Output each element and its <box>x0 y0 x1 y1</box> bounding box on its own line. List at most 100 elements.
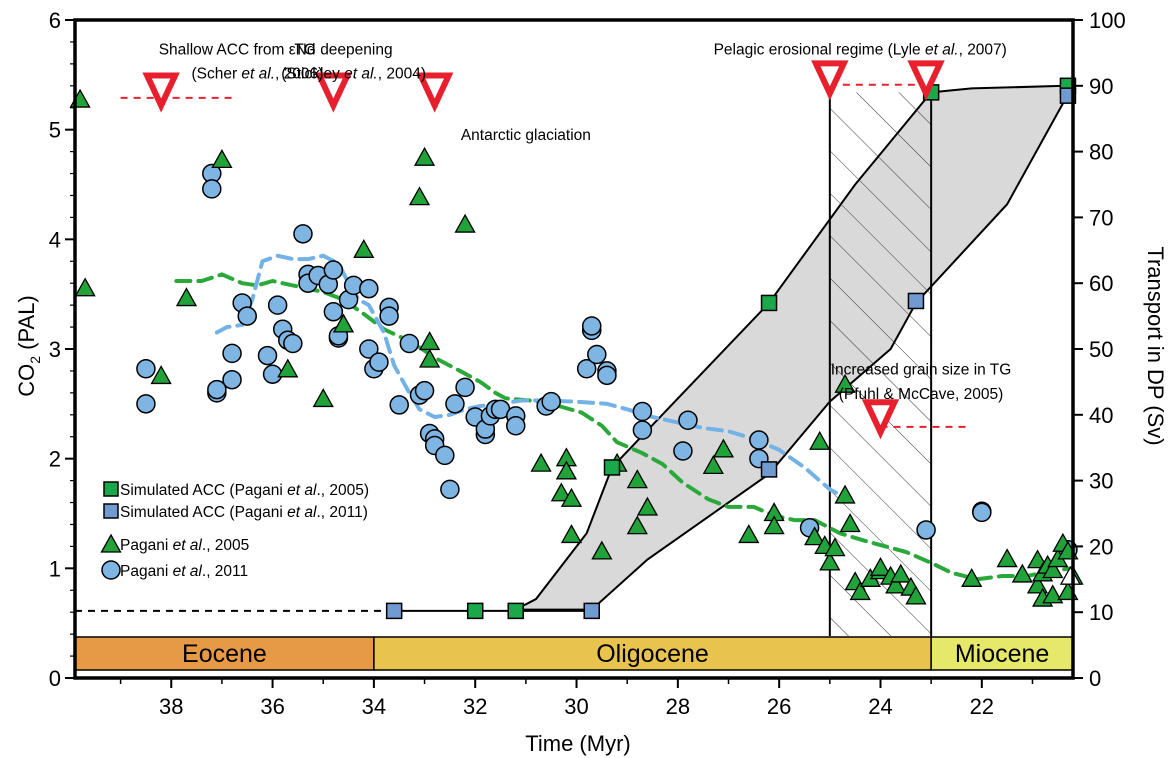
data-point-pagani-2005 <box>312 388 334 408</box>
annotation-text: Shallow ACC from εNd <box>159 42 316 59</box>
legend-label-part: ., 2011 <box>202 563 248 580</box>
data-point-pagani-2011 <box>440 479 460 500</box>
y-right-tick-label: 100 <box>1089 8 1126 33</box>
legend-label-part: ., 2011) <box>316 504 367 521</box>
legend-label-part: ., 2005) <box>316 482 369 499</box>
annotation-part: , 2007) <box>959 42 1007 59</box>
data-point-pagani-2005 <box>74 277 96 297</box>
data-point-pagani-2011 <box>541 391 561 412</box>
x-tick-label: 26 <box>767 694 791 719</box>
data-point-pagani-2011 <box>283 333 303 354</box>
x-tick-label: 32 <box>463 694 487 719</box>
data-point-pagani-2011 <box>257 345 278 366</box>
legend-label-part: ., 2005 <box>202 537 249 554</box>
annotation-part: (Scher <box>191 66 241 83</box>
epoch-miocene <box>930 636 1074 671</box>
data-point-pagani-2005 <box>834 484 856 504</box>
event-triangle-marker <box>142 72 180 113</box>
legend-label-part: Pagani <box>120 563 173 580</box>
y-left-tick-label: 4 <box>49 227 61 252</box>
y-right-tick-label: 20 <box>1089 534 1113 559</box>
y-left-tick-label: 5 <box>49 118 61 143</box>
y-left-tick-label: 0 <box>49 666 61 691</box>
legend-label-part: Simulated ACC (Pagani <box>120 504 287 521</box>
data-point-pagani-2005 <box>555 460 578 480</box>
sim-point-2005 <box>760 294 778 312</box>
data-point-pagani-2011 <box>323 301 344 322</box>
data-point-pagani-2005 <box>819 551 841 571</box>
legend-label-part: Simulated ACC (Pagani <box>120 482 287 499</box>
data-point-pagani-2005 <box>712 438 735 458</box>
data-point-pagani-2005 <box>1011 563 1033 583</box>
data-point-pagani-2011 <box>207 379 227 400</box>
y-right-axis-title: Transport in DP (Sv) <box>1143 246 1168 445</box>
data-point-pagani-2011 <box>359 278 379 299</box>
y-right-tick-label: 30 <box>1089 469 1113 494</box>
legend-label-italic: et al <box>287 482 317 499</box>
annotation-text: (Stickley et al., 2004) <box>281 66 426 83</box>
sim-point-2011 <box>760 461 778 478</box>
x-axis-title: Time (Myr) <box>525 731 631 756</box>
y-right-tick-label: 40 <box>1089 403 1113 428</box>
outlined-triangle-marker <box>1059 565 1082 585</box>
data-point-pagani-2011 <box>972 502 992 523</box>
data-point-pagani-2011 <box>267 295 288 315</box>
data-point-pagani-2005 <box>763 515 785 535</box>
data-point-pagani-2011 <box>379 306 399 326</box>
legend-label-italic: et al <box>287 504 317 521</box>
event-markers-layer <box>120 60 967 440</box>
legend-label: Simulated ACC (Pagani et al., 2005) <box>120 482 369 499</box>
data-point-pagani-2005 <box>419 331 441 351</box>
data-point-pagani-2011 <box>369 352 389 372</box>
data-point-pagani-2005 <box>849 581 871 601</box>
y-right-tick-label: 50 <box>1089 337 1113 362</box>
data-point-pagani-2011 <box>597 365 617 386</box>
annotation-text: Pelagic erosional regime (Lyle et al., 2… <box>714 42 1007 59</box>
data-point-pagani-2005 <box>890 563 912 583</box>
epoch-label-eocene: Eocene <box>182 640 267 668</box>
data-point-pagani-2005 <box>869 557 892 576</box>
annotation-italic: et al. <box>925 42 959 59</box>
data-point-pagani-2005 <box>150 365 172 385</box>
epoch-bar: Eocene Oligocene Miocene <box>74 636 1074 671</box>
annotation-text: (Pfuhl & McCave, 2005) <box>839 386 1004 403</box>
y-left-title-suffix: (PAL) <box>14 295 39 356</box>
y-right-tick-label: 10 <box>1089 600 1113 625</box>
legend-label: Pagani et al., 2011 <box>120 563 248 580</box>
data-point-pagani-2011 <box>359 339 379 359</box>
x-tick-label: 34 <box>362 694 386 719</box>
data-point-pagani-2005 <box>332 313 355 333</box>
data-point-pagani-2011 <box>581 316 602 336</box>
data-point-pagani-2005 <box>636 496 659 516</box>
annotation-text: Increased grain size in TG <box>831 362 1012 379</box>
data-point-pagani-2011 <box>222 343 242 364</box>
legend-label-italic: et al <box>173 563 203 580</box>
data-point-pagani-2011 <box>237 306 257 326</box>
data-point-pagani-2005 <box>413 146 436 166</box>
data-point-pagani-2005 <box>454 213 476 233</box>
data-point-pagani-2005 <box>591 540 613 560</box>
annotation-text: TG deepening <box>294 42 392 59</box>
data-point-pagani-2011 <box>202 179 222 199</box>
y-left-tick-label: 3 <box>49 337 61 362</box>
legend-marker-triangle <box>100 533 122 553</box>
annotation-part: (Stickley <box>281 66 344 83</box>
annotation-part: , 2006) <box>275 66 323 83</box>
sim-point-2005 <box>507 602 524 620</box>
data-point-pagani-2011 <box>136 358 156 379</box>
x-tick-label: 30 <box>564 694 588 719</box>
data-point-pagani-2011 <box>678 410 698 431</box>
markers-layer <box>69 77 1084 620</box>
data-point-pagani-2005 <box>1042 559 1064 579</box>
data-point-pagani-2011 <box>455 377 475 398</box>
annotation-italic: et al. <box>241 66 275 83</box>
x-tick-label: 36 <box>260 694 284 719</box>
sim-point-2011 <box>583 602 600 620</box>
epoch-oligocene <box>373 636 932 671</box>
y-right-tick-label: 70 <box>1089 205 1113 230</box>
data-point-pagani-2005 <box>885 574 907 594</box>
data-point-pagani-2005 <box>560 487 583 507</box>
data-point-pagani-2005 <box>702 455 724 474</box>
data-point-pagani-2011 <box>632 420 653 440</box>
annotation-part: , 2004) <box>378 66 426 83</box>
